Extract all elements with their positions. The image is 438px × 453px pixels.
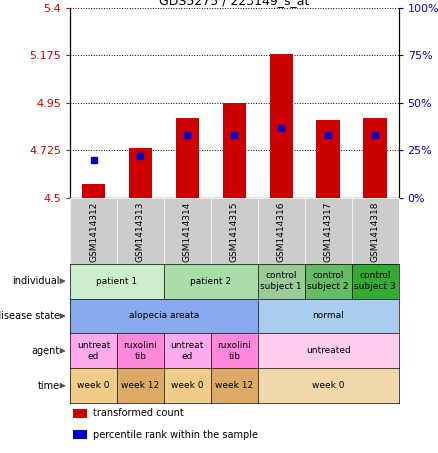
Text: alopecia areata: alopecia areata	[129, 312, 199, 320]
Bar	[176, 118, 199, 198]
Text: control
subject 1: control subject 1	[261, 271, 302, 291]
Text: agent: agent	[32, 346, 60, 356]
Text: untreat
ed: untreat ed	[171, 341, 204, 361]
Title: GDS5275 / 223149_s_at: GDS5275 / 223149_s_at	[159, 0, 310, 6]
Text: GSM1414315: GSM1414315	[230, 201, 239, 262]
Text: GSM1414314: GSM1414314	[183, 201, 192, 262]
Text: control
subject 3: control subject 3	[354, 271, 396, 291]
Text: percentile rank within the sample: percentile rank within the sample	[93, 430, 258, 440]
Bar	[223, 103, 246, 198]
Text: normal: normal	[312, 312, 344, 320]
Text: GSM1414318: GSM1414318	[371, 201, 380, 262]
Text: patient 1: patient 1	[96, 277, 138, 285]
Text: patient 2: patient 2	[191, 277, 231, 285]
Bar	[129, 148, 152, 198]
Text: week 0: week 0	[77, 381, 110, 390]
Bar	[316, 120, 340, 198]
Text: GSM1414317: GSM1414317	[324, 201, 333, 262]
Text: control
subject 2: control subject 2	[307, 271, 349, 291]
Bar	[269, 54, 293, 198]
Text: week 12: week 12	[121, 381, 159, 390]
Text: untreated: untreated	[306, 347, 350, 355]
Text: GSM1414316: GSM1414316	[277, 201, 286, 262]
Text: untreat
ed: untreat ed	[77, 341, 110, 361]
Text: time: time	[38, 381, 60, 391]
Text: individual: individual	[12, 276, 60, 286]
Bar	[364, 118, 387, 198]
Text: week 0: week 0	[171, 381, 204, 390]
Bar	[82, 184, 105, 198]
Text: ruxolini
tib: ruxolini tib	[124, 341, 157, 361]
Text: disease state: disease state	[0, 311, 60, 321]
Text: GSM1414312: GSM1414312	[89, 201, 98, 262]
Text: transformed count: transformed count	[93, 408, 184, 418]
Bar	[73, 430, 86, 439]
Text: GSM1414313: GSM1414313	[136, 201, 145, 262]
Text: week 12: week 12	[215, 381, 254, 390]
Text: ruxolini
tib: ruxolini tib	[217, 341, 251, 361]
Bar	[73, 409, 86, 418]
Text: week 0: week 0	[312, 381, 344, 390]
